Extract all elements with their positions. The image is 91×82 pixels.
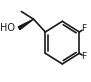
Text: F: F — [82, 24, 87, 33]
Text: HO: HO — [0, 23, 15, 33]
Polygon shape — [18, 19, 34, 30]
Text: F: F — [82, 52, 87, 61]
